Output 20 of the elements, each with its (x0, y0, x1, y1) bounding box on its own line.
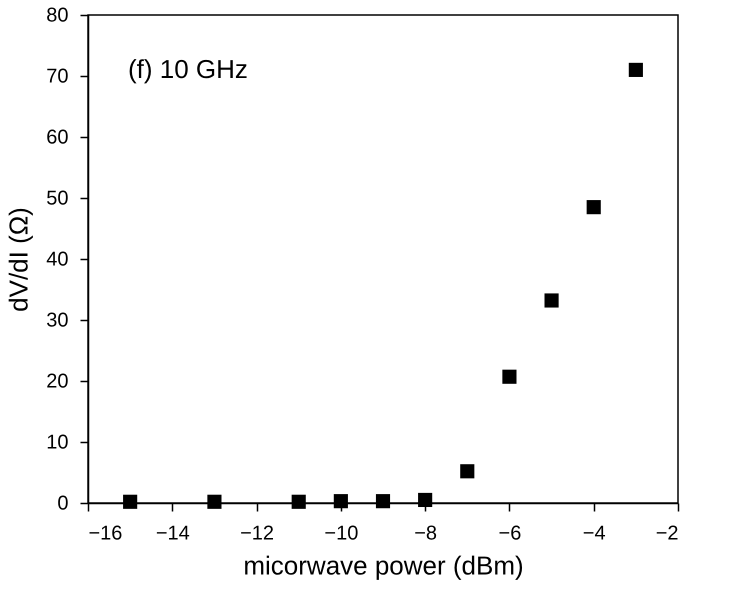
x-tick-label: −2 (656, 522, 678, 544)
y-tick-label: 70 (46, 66, 68, 88)
x-tick-label: −10 (324, 522, 358, 544)
y-axis-title: dV/dI (Ω) (3, 207, 34, 312)
x-tick-label: −6 (498, 522, 522, 544)
x-tick-label: −16 (88, 522, 122, 544)
y-tick-label: 50 (46, 188, 68, 210)
y-tick-label: 20 (46, 370, 68, 392)
y-tick-label: 40 (46, 248, 68, 270)
x-tick-label: −14 (156, 522, 190, 544)
y-tick-label: 30 (46, 310, 68, 332)
y-tick-label: 80 (46, 4, 68, 26)
x-tick-label: −4 (582, 522, 606, 544)
annotation: (f) 10 GHz (128, 54, 248, 84)
x-tick-label: −8 (414, 522, 438, 544)
y-tick-label: 60 (46, 126, 68, 148)
x-tick-label: −12 (240, 522, 274, 544)
y-tick-label: 10 (46, 432, 68, 454)
x-axis-title: micorwave power (dBm) (243, 550, 524, 580)
y-tick-label: 0 (57, 492, 68, 514)
